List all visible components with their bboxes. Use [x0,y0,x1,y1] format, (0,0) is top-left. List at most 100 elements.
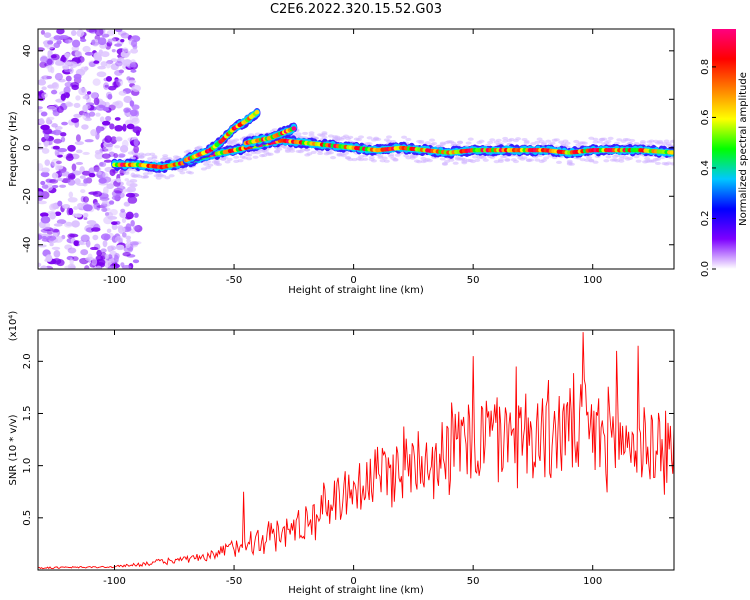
noise-blob [100,61,108,67]
ridge-halo [540,158,547,162]
noise-blob [54,60,65,66]
noise-blob [89,246,99,251]
noise-blob [82,112,87,120]
noise-blob [94,55,102,61]
colorbar-tick-label: 0.0 [700,261,711,277]
noise-blob [47,116,55,121]
noise-blob [39,61,47,68]
noise-blob [109,208,118,216]
noise-blob [121,139,129,148]
noise-blob [91,257,98,266]
noise-blob [76,29,85,38]
ridge-halo [166,157,173,161]
ridge-halo [452,161,459,165]
noise-blob [123,201,131,207]
noise-blob [111,221,118,226]
ridge-halo [515,137,522,141]
noise-blob [91,39,96,45]
ridge-halo [302,131,309,136]
noise-blob [82,45,91,53]
noise-blob [129,63,137,68]
noise-blob [63,86,71,94]
noise-blob [106,183,114,190]
noise-blob [132,259,140,264]
y-tick-label: -20 [22,188,33,204]
colorbar-tick-label: 0.2 [700,211,711,227]
ridge-halo [489,138,496,142]
ridge-halo [233,138,240,142]
noise-blob [41,235,47,240]
ridge-halo [592,140,599,144]
noise-blob [92,234,99,241]
x-tick-label: -100 [103,275,126,286]
ridge-halo [416,160,423,164]
noise-blob [114,78,122,82]
y-tick-label: 40 [22,44,33,57]
ridge-halo [545,139,552,143]
noise-blob [115,29,123,33]
ridge-halo [289,147,296,151]
ridge-halo [592,160,599,164]
main-ridge-core [669,150,674,155]
noise-blob [82,95,88,100]
ridge-halo [418,139,425,144]
noise-blob [47,50,53,56]
noise-blob [108,104,116,111]
noise-blob [106,29,116,36]
ridge-halo [321,135,328,140]
noise-blob [51,89,58,95]
noise-blob [83,216,88,221]
noise-blob [112,80,121,88]
noise-blob [90,227,101,232]
noise-blob [96,249,102,257]
ridge-halo [207,163,214,167]
noise-blob [101,120,111,126]
ridge-halo [267,152,274,156]
ridge-halo [308,133,315,137]
noise-blob [41,184,49,189]
noise-blob [90,129,98,137]
snr-series-line [38,332,674,570]
ridge-halo [385,135,392,139]
noise-blob [65,101,72,107]
noise-blob [41,92,48,99]
ridge-halo [231,142,238,146]
ridge-halo [521,156,528,160]
noise-blob [104,135,112,143]
noise-blob [86,91,92,95]
ridge-halo [502,136,509,141]
noise-blob [51,123,58,128]
noise-blob [90,92,99,99]
noise-blob [66,207,71,216]
noise-blob [120,38,125,43]
ridge-halo [429,138,436,142]
noise-blob [125,223,132,232]
noise-blob [41,147,50,154]
ridge-halo [566,159,573,163]
noise-blob [130,69,137,73]
noise-blob [103,82,110,90]
ridge-halo [457,140,464,145]
ridge-halo [383,159,390,163]
noise-blob [104,253,109,260]
noise-blob [65,154,74,162]
ridge-halo [581,141,588,145]
x-tick-label: 0 [350,576,356,587]
noise-blob [104,101,110,107]
snr-marks [38,332,674,570]
noise-blob [50,54,57,59]
noise-blob [75,134,81,142]
ridge-halo [441,162,448,166]
y-tick-label: 1.5 [22,406,33,422]
noise-blob [108,200,115,205]
noise-blob [96,71,107,78]
noise-blob [111,223,118,231]
noise-blob [86,220,97,225]
noise-blob [49,242,54,247]
noise-blob [67,197,78,203]
ridge-halo [310,150,317,154]
ridge-halo [504,157,511,162]
ridge-halo [340,154,347,158]
ridge-halo [543,156,550,160]
noise-blob [64,221,73,228]
